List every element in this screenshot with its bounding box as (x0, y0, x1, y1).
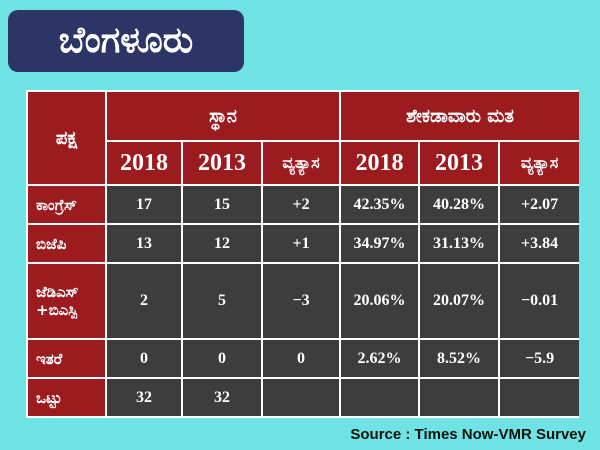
seats-diff-header: ವ್ಯತ್ಯಾಸ (263, 142, 340, 184)
table-cell: 2 (107, 264, 181, 338)
seats-header: ಸ್ಥಾನ (107, 92, 340, 140)
party-header: ಪಕ್ಷ (28, 92, 105, 184)
table-row: ಇತರೆ 0 0 0 2.62% 8.52% −5.9 (28, 340, 580, 377)
table-row: ಕಾಂಗ್ರೆಸ್ 17 15 +2 42.35% 40.28% +2.07 (28, 186, 580, 223)
page-title: ಬೆಂಗಳೂರು (8, 10, 244, 72)
source-caption: Source : Times Now-VMR Survey (350, 426, 586, 443)
vote-2018-header: 2018 (341, 142, 419, 184)
table-cell: 8.52% (420, 340, 499, 377)
table-cell: +2 (263, 186, 340, 223)
table-row: ಒಟ್ಟು 32 32 (28, 379, 580, 416)
table-cell: 20.07% (420, 264, 499, 338)
table-cell: 15 (183, 186, 261, 223)
seats-2018-header: 2018 (107, 142, 181, 184)
table-cell: 31.13% (420, 225, 499, 262)
vote-share-header: ಶೇಕಡಾವಾರು ಮತ (341, 92, 580, 140)
vote-diff-header: ವ್ಯತ್ಯಾಸ (500, 142, 580, 184)
table-cell: 42.35% (341, 186, 419, 223)
table-cell: 0 (183, 340, 261, 377)
table-cell: 0 (263, 340, 340, 377)
table-cell: 5 (183, 264, 261, 338)
table-row: ಬಿಜೆಪಿ 13 12 +1 34.97% 31.13% +3.84 (28, 225, 580, 262)
table-cell (263, 379, 340, 416)
party-name: ಒಟ್ಟು (28, 379, 105, 416)
table-cell: 32 (107, 379, 181, 416)
table-cell: 40.28% (420, 186, 499, 223)
table-row: ಜೆಡಿಎಸ್ +ಬಿಎಸ್ಪಿ 2 5 −3 20.06% 20.07% −0… (28, 264, 580, 338)
table-cell: 0 (107, 340, 181, 377)
table-cell: 2.62% (341, 340, 419, 377)
table-cell: 13 (107, 225, 181, 262)
vote-2013-header: 2013 (420, 142, 499, 184)
party-name: ಕಾಂಗ್ರೆಸ್ (28, 186, 105, 223)
party-name: ಜೆಡಿಎಸ್ +ಬಿಎಸ್ಪಿ (28, 264, 105, 338)
table-cell: 17 (107, 186, 181, 223)
table-cell: 32 (183, 379, 261, 416)
table-cell: +2.07 (500, 186, 580, 223)
table-cell: 34.97% (341, 225, 419, 262)
table-cell (341, 379, 419, 416)
results-table: ಪಕ್ಷ ಸ್ಥಾನ ಶೇಕಡಾವಾರು ಮತ 2018 2013 ವ್ಯತ್ಯ… (26, 90, 580, 418)
table-cell: +3.84 (500, 225, 580, 262)
table-cell: 20.06% (341, 264, 419, 338)
table-cell: 12 (183, 225, 261, 262)
table-cell (500, 379, 580, 416)
table-cell: −3 (263, 264, 340, 338)
seats-2013-header: 2013 (183, 142, 261, 184)
party-name: ಬಿಜೆಪಿ (28, 225, 105, 262)
table-cell: −0.01 (500, 264, 580, 338)
table-cell: +1 (263, 225, 340, 262)
table-cell (420, 379, 499, 416)
table-cell: −5.9 (500, 340, 580, 377)
party-name: ಇತರೆ (28, 340, 105, 377)
